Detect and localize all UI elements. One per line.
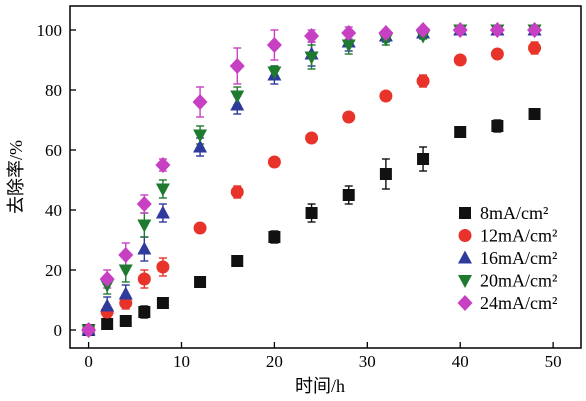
data-point-series-5 (81, 322, 97, 338)
data-point-series-1 (417, 153, 430, 165)
data-point-series-2 (230, 185, 244, 199)
data-point-series-2 (416, 74, 430, 88)
data-point-series-5 (304, 28, 320, 44)
y-tick-label: 0 (54, 321, 63, 340)
data-point-series-3 (118, 286, 133, 300)
x-tick-label: 10 (173, 352, 190, 371)
data-point-series-4 (118, 264, 133, 278)
x-tick-label: 0 (84, 352, 93, 371)
legend-label: 24mA/cm² (480, 293, 557, 313)
data-point-series-1 (379, 168, 392, 180)
legend-marker (458, 275, 472, 288)
data-point-series-4 (267, 66, 282, 80)
data-point-series-1 (156, 297, 169, 309)
data-point-series-1 (454, 126, 467, 138)
data-point-series-4 (304, 51, 319, 65)
data-point-series-5 (99, 271, 115, 287)
data-point-series-5 (118, 247, 134, 263)
legend-label: 12mA/cm² (480, 226, 557, 246)
x-tick-label: 20 (266, 352, 283, 371)
legend-marker (458, 250, 472, 264)
y-tick-label: 60 (45, 141, 62, 160)
data-point-series-3 (100, 298, 115, 312)
data-point-series-1 (342, 189, 355, 201)
legend-label: 20mA/cm² (480, 271, 557, 291)
data-point-series-2 (528, 41, 542, 55)
legend-marker (457, 295, 473, 311)
data-point-series-4 (155, 183, 170, 197)
y-tick-label: 40 (45, 201, 62, 220)
data-point-series-2 (193, 221, 207, 235)
data-point-series-5 (452, 22, 468, 38)
data-point-series-1 (528, 108, 541, 120)
data-point-series-5 (341, 25, 357, 41)
data-point-series-4 (230, 90, 245, 104)
error-bars (103, 26, 539, 328)
data-point-series-3 (137, 241, 152, 255)
axis-ticks: 0 10 20 30 40 50 0 20 40 60 80 100 (37, 21, 562, 371)
data-point-series-2 (267, 155, 281, 169)
data-point-series-2 (119, 296, 133, 310)
legend-label: 8mA/cm² (480, 203, 548, 223)
data-point-series-1 (268, 231, 281, 243)
data-point-series-3 (230, 97, 245, 111)
data-point-series-5 (378, 25, 394, 41)
data-point-series-5 (229, 58, 245, 74)
data-point-series-5 (489, 22, 505, 38)
y-tick-label: 20 (45, 261, 62, 280)
data-point-series-5 (415, 22, 431, 38)
data-point-series-1 (305, 207, 318, 219)
y-tick-label: 100 (37, 21, 63, 40)
data-point-series-1 (194, 276, 207, 288)
plot-frame (69, 5, 582, 349)
x-tick-label: 30 (359, 352, 376, 371)
data-point-series-5 (136, 196, 152, 212)
data-point-series-5 (192, 94, 208, 110)
data-point-series-4 (193, 129, 208, 143)
data-point-series-4 (137, 219, 152, 233)
legend-label: 16mA/cm² (480, 248, 557, 268)
x-tick-label: 50 (545, 352, 562, 371)
y-axis-title: 去除率/% (6, 140, 26, 214)
legend-marker (458, 229, 472, 242)
data-point-series-5 (527, 22, 543, 38)
legend-marker (459, 207, 471, 219)
data-point-series-2 (305, 131, 319, 145)
data-point-series-1 (138, 306, 151, 318)
data-point-series-5 (266, 37, 282, 53)
data-point-series-2 (342, 110, 356, 124)
data-point-series-2 (156, 260, 170, 274)
data-point-series-1 (491, 120, 504, 132)
data-point-series-3 (155, 205, 170, 219)
data-point-series-5 (155, 157, 171, 173)
data-point-series-2 (379, 89, 393, 103)
data-point-series-1 (119, 315, 132, 327)
data-point-series-1 (231, 255, 244, 267)
data-point-series-4 (341, 39, 356, 53)
y-tick-label: 80 (45, 81, 62, 100)
data-point-series-2 (453, 53, 467, 67)
data-point-series-2 (137, 272, 151, 286)
data-markers (81, 22, 543, 338)
data-point-series-3 (193, 139, 208, 153)
x-tick-label: 40 (452, 352, 469, 371)
data-point-series-1 (101, 318, 114, 330)
x-axis-title: 时间/h (295, 376, 345, 396)
data-point-series-2 (490, 47, 504, 61)
